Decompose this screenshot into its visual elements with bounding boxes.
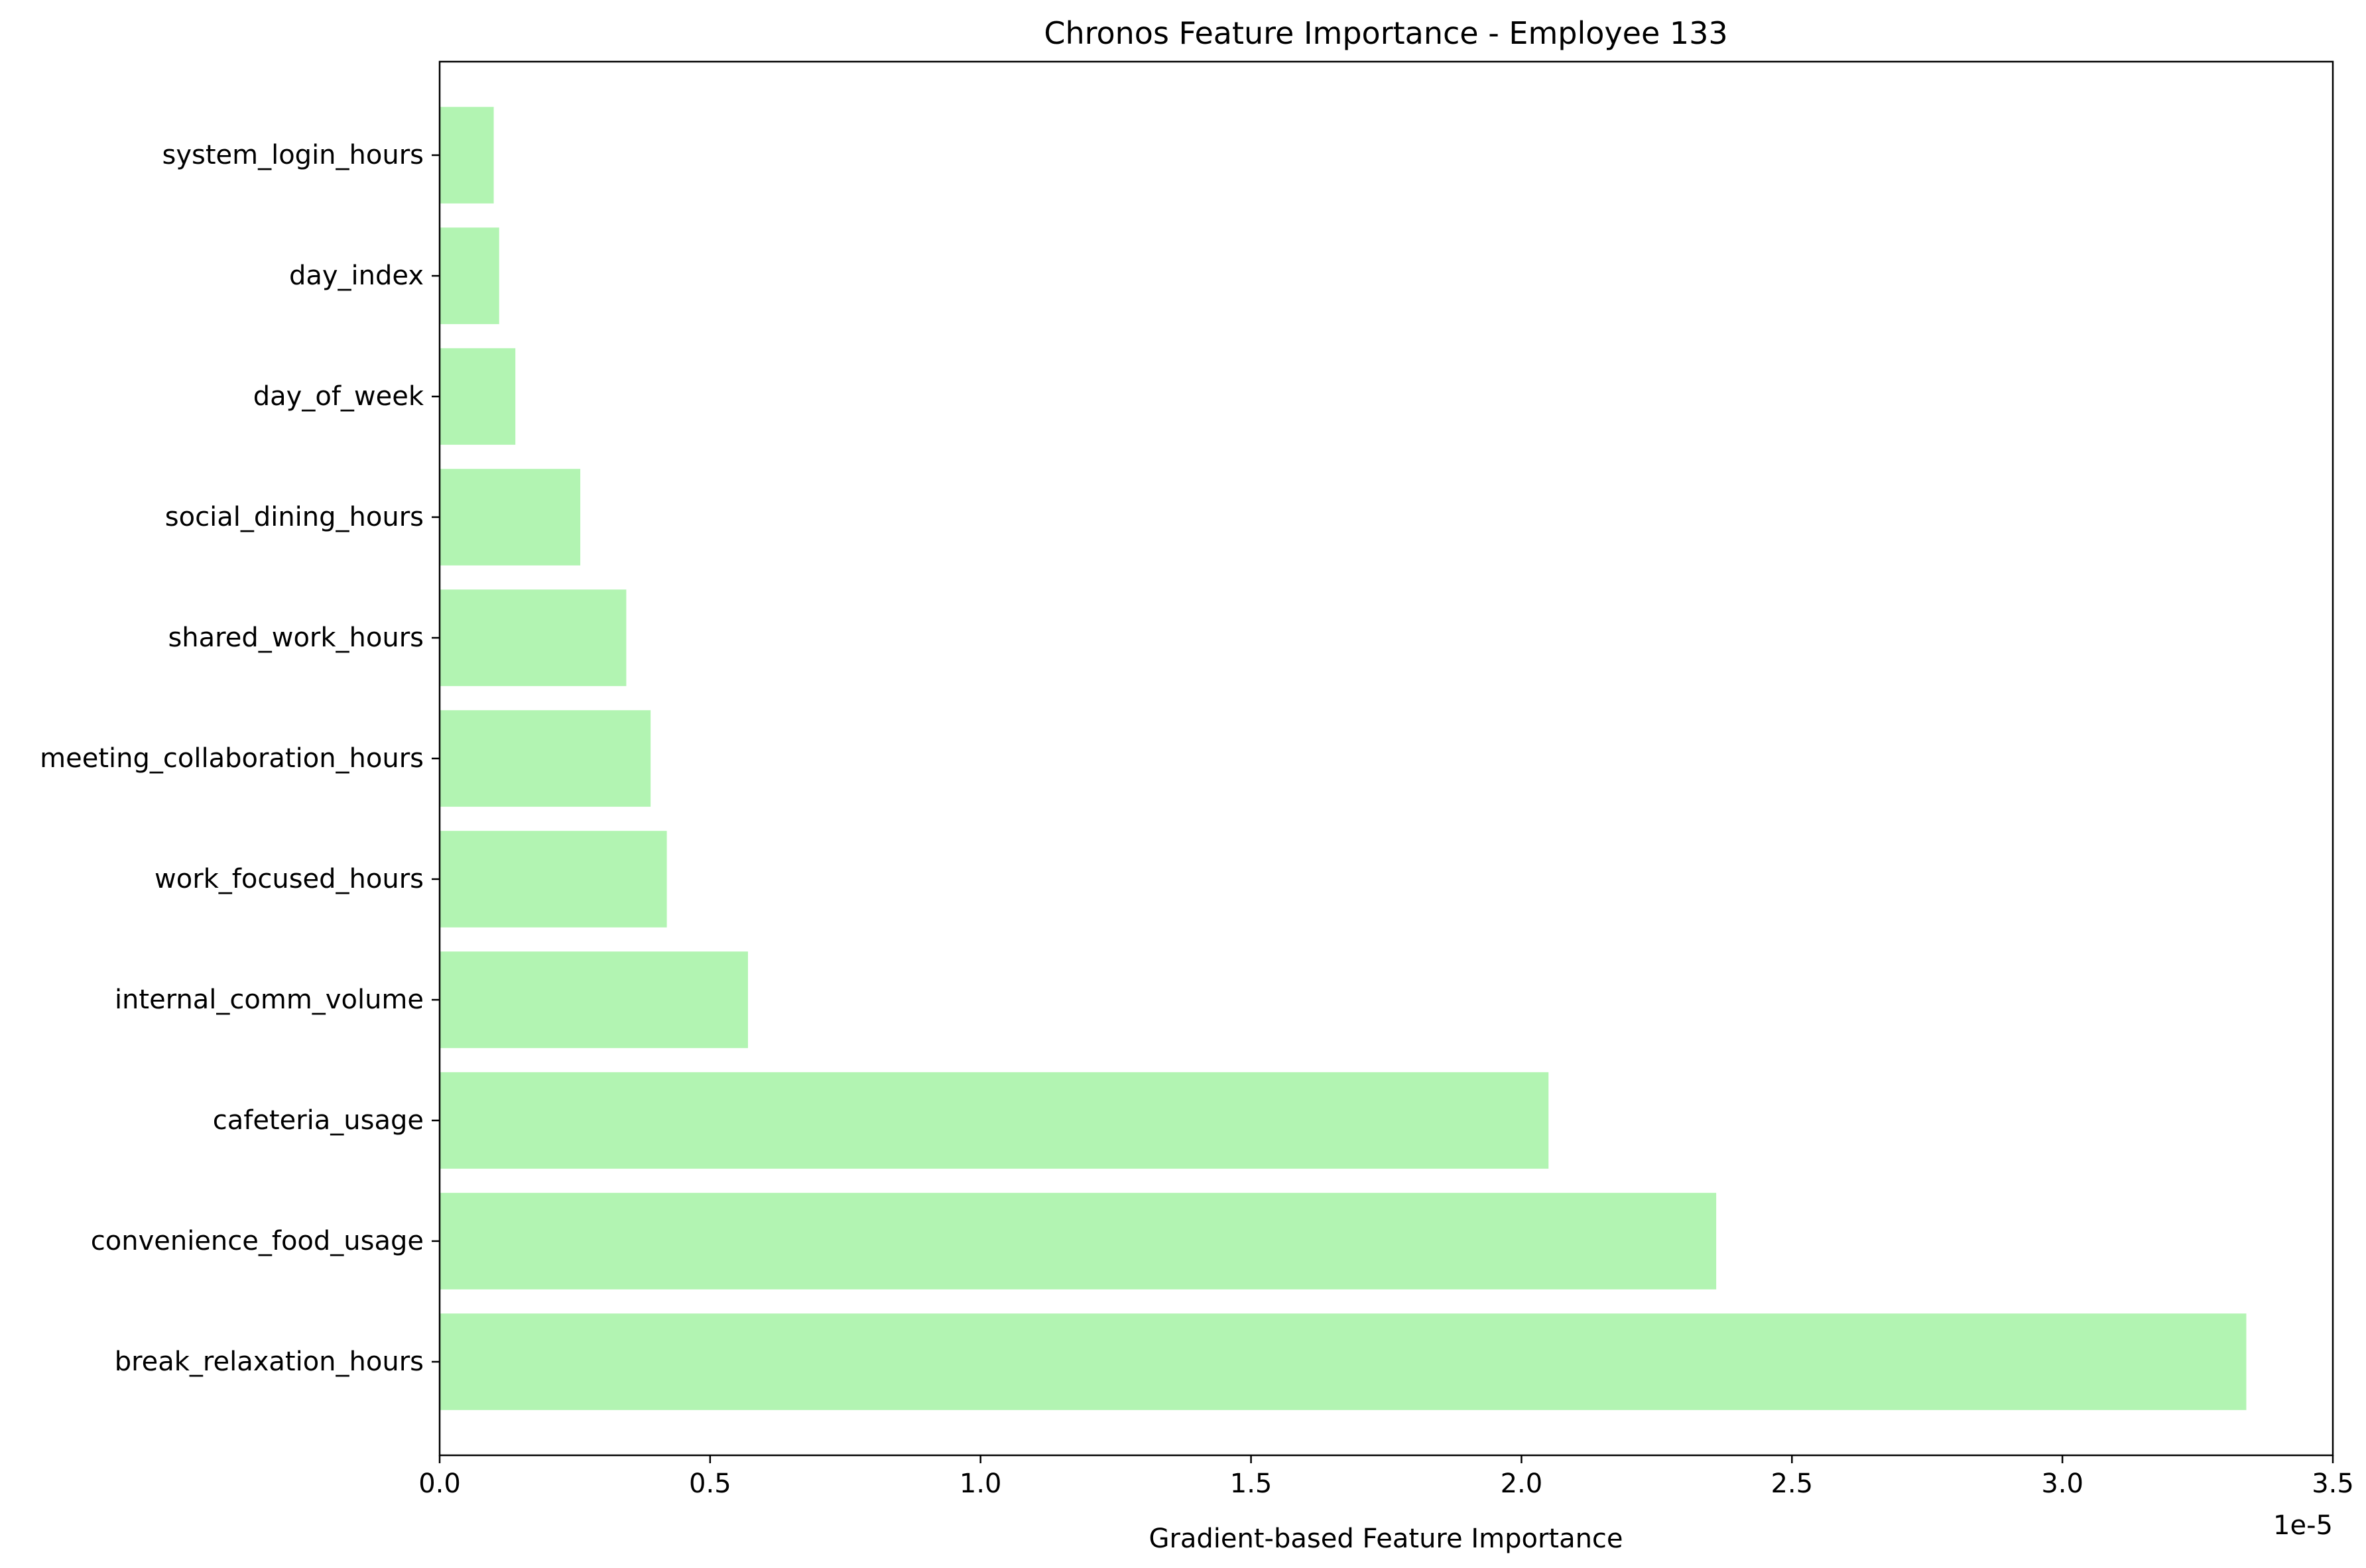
y-tick-label: meeting_collaboration_hours — [40, 743, 424, 774]
bar-shared-work-hours — [440, 589, 627, 686]
y-tick-label: break_relaxation_hours — [115, 1347, 424, 1377]
y-tick-label: day_of_week — [253, 381, 424, 412]
bar-work-focused-hours — [440, 831, 667, 928]
chart-title: Chronos Feature Importance - Employee 13… — [1044, 15, 1727, 51]
y-tick-label: cafeteria_usage — [213, 1105, 424, 1136]
x-tick-label: 0.5 — [689, 1469, 731, 1499]
x-tick-label: 1.5 — [1230, 1469, 1273, 1499]
y-tick-label: shared_work_hours — [168, 623, 424, 653]
bar-system-login-hours — [440, 107, 494, 204]
x-axis-offset-label: 1e-5 — [2273, 1510, 2333, 1541]
x-tick-label: 2.5 — [1771, 1469, 1813, 1499]
bar-break-relaxation-hours — [440, 1313, 2247, 1410]
y-tick-label: day_index — [289, 261, 424, 291]
x-axis-label: Gradient-based Feature Importance — [1149, 1524, 1623, 1554]
bar-social-dining-hours — [440, 469, 581, 566]
bar-internal-comm-volume — [440, 951, 748, 1048]
y-tick-label: internal_comm_volume — [115, 985, 424, 1015]
y-tick-label: work_focused_hours — [155, 864, 424, 894]
x-tick-label: 3.5 — [2312, 1469, 2354, 1499]
bar-day-index — [440, 227, 499, 324]
plot-area-frame — [438, 60, 2334, 1457]
bar-day-of-week — [440, 348, 516, 445]
x-tick-label: 2.0 — [1501, 1469, 1543, 1499]
bars-group — [440, 107, 2247, 1410]
y-axis: break_relaxation_hours convenience_food_u… — [40, 140, 440, 1377]
y-tick-label: social_dining_hours — [165, 502, 424, 532]
x-tick-label: 1.0 — [960, 1469, 1002, 1499]
y-tick-label: system_login_hours — [162, 140, 424, 170]
y-tick-label: convenience_food_usage — [91, 1226, 424, 1256]
x-tick-label: 0.0 — [418, 1469, 461, 1499]
x-axis: 0.0 0.5 1.0 1.5 2.0 2.5 3.0 3.5 — [418, 1455, 2354, 1499]
bar-cafeteria-usage — [440, 1072, 1549, 1169]
x-tick-label: 3.0 — [2041, 1469, 2084, 1499]
bar-convenience-food-usage — [440, 1193, 1717, 1290]
bar-meeting-collaboration-hours — [440, 710, 651, 807]
